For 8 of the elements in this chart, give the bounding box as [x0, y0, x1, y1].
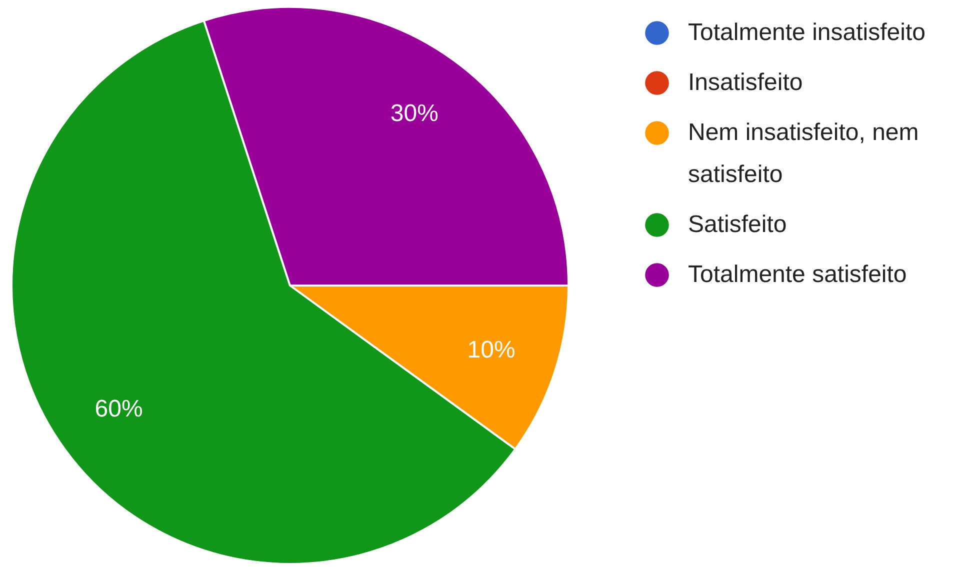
data-label: 60% [94, 396, 143, 423]
legend-label: Insatisfeito [688, 68, 804, 98]
legend-label: Satisfeito [688, 210, 788, 240]
legend-label: Totalmente insatisfeito [688, 18, 926, 48]
legend-label: Nem insatisfeito, nem satisfeito [688, 118, 920, 190]
data-label: 10% [467, 336, 516, 364]
data-label: 30% [390, 100, 438, 127]
legend-label: Totalmente satisfeito [688, 260, 908, 290]
